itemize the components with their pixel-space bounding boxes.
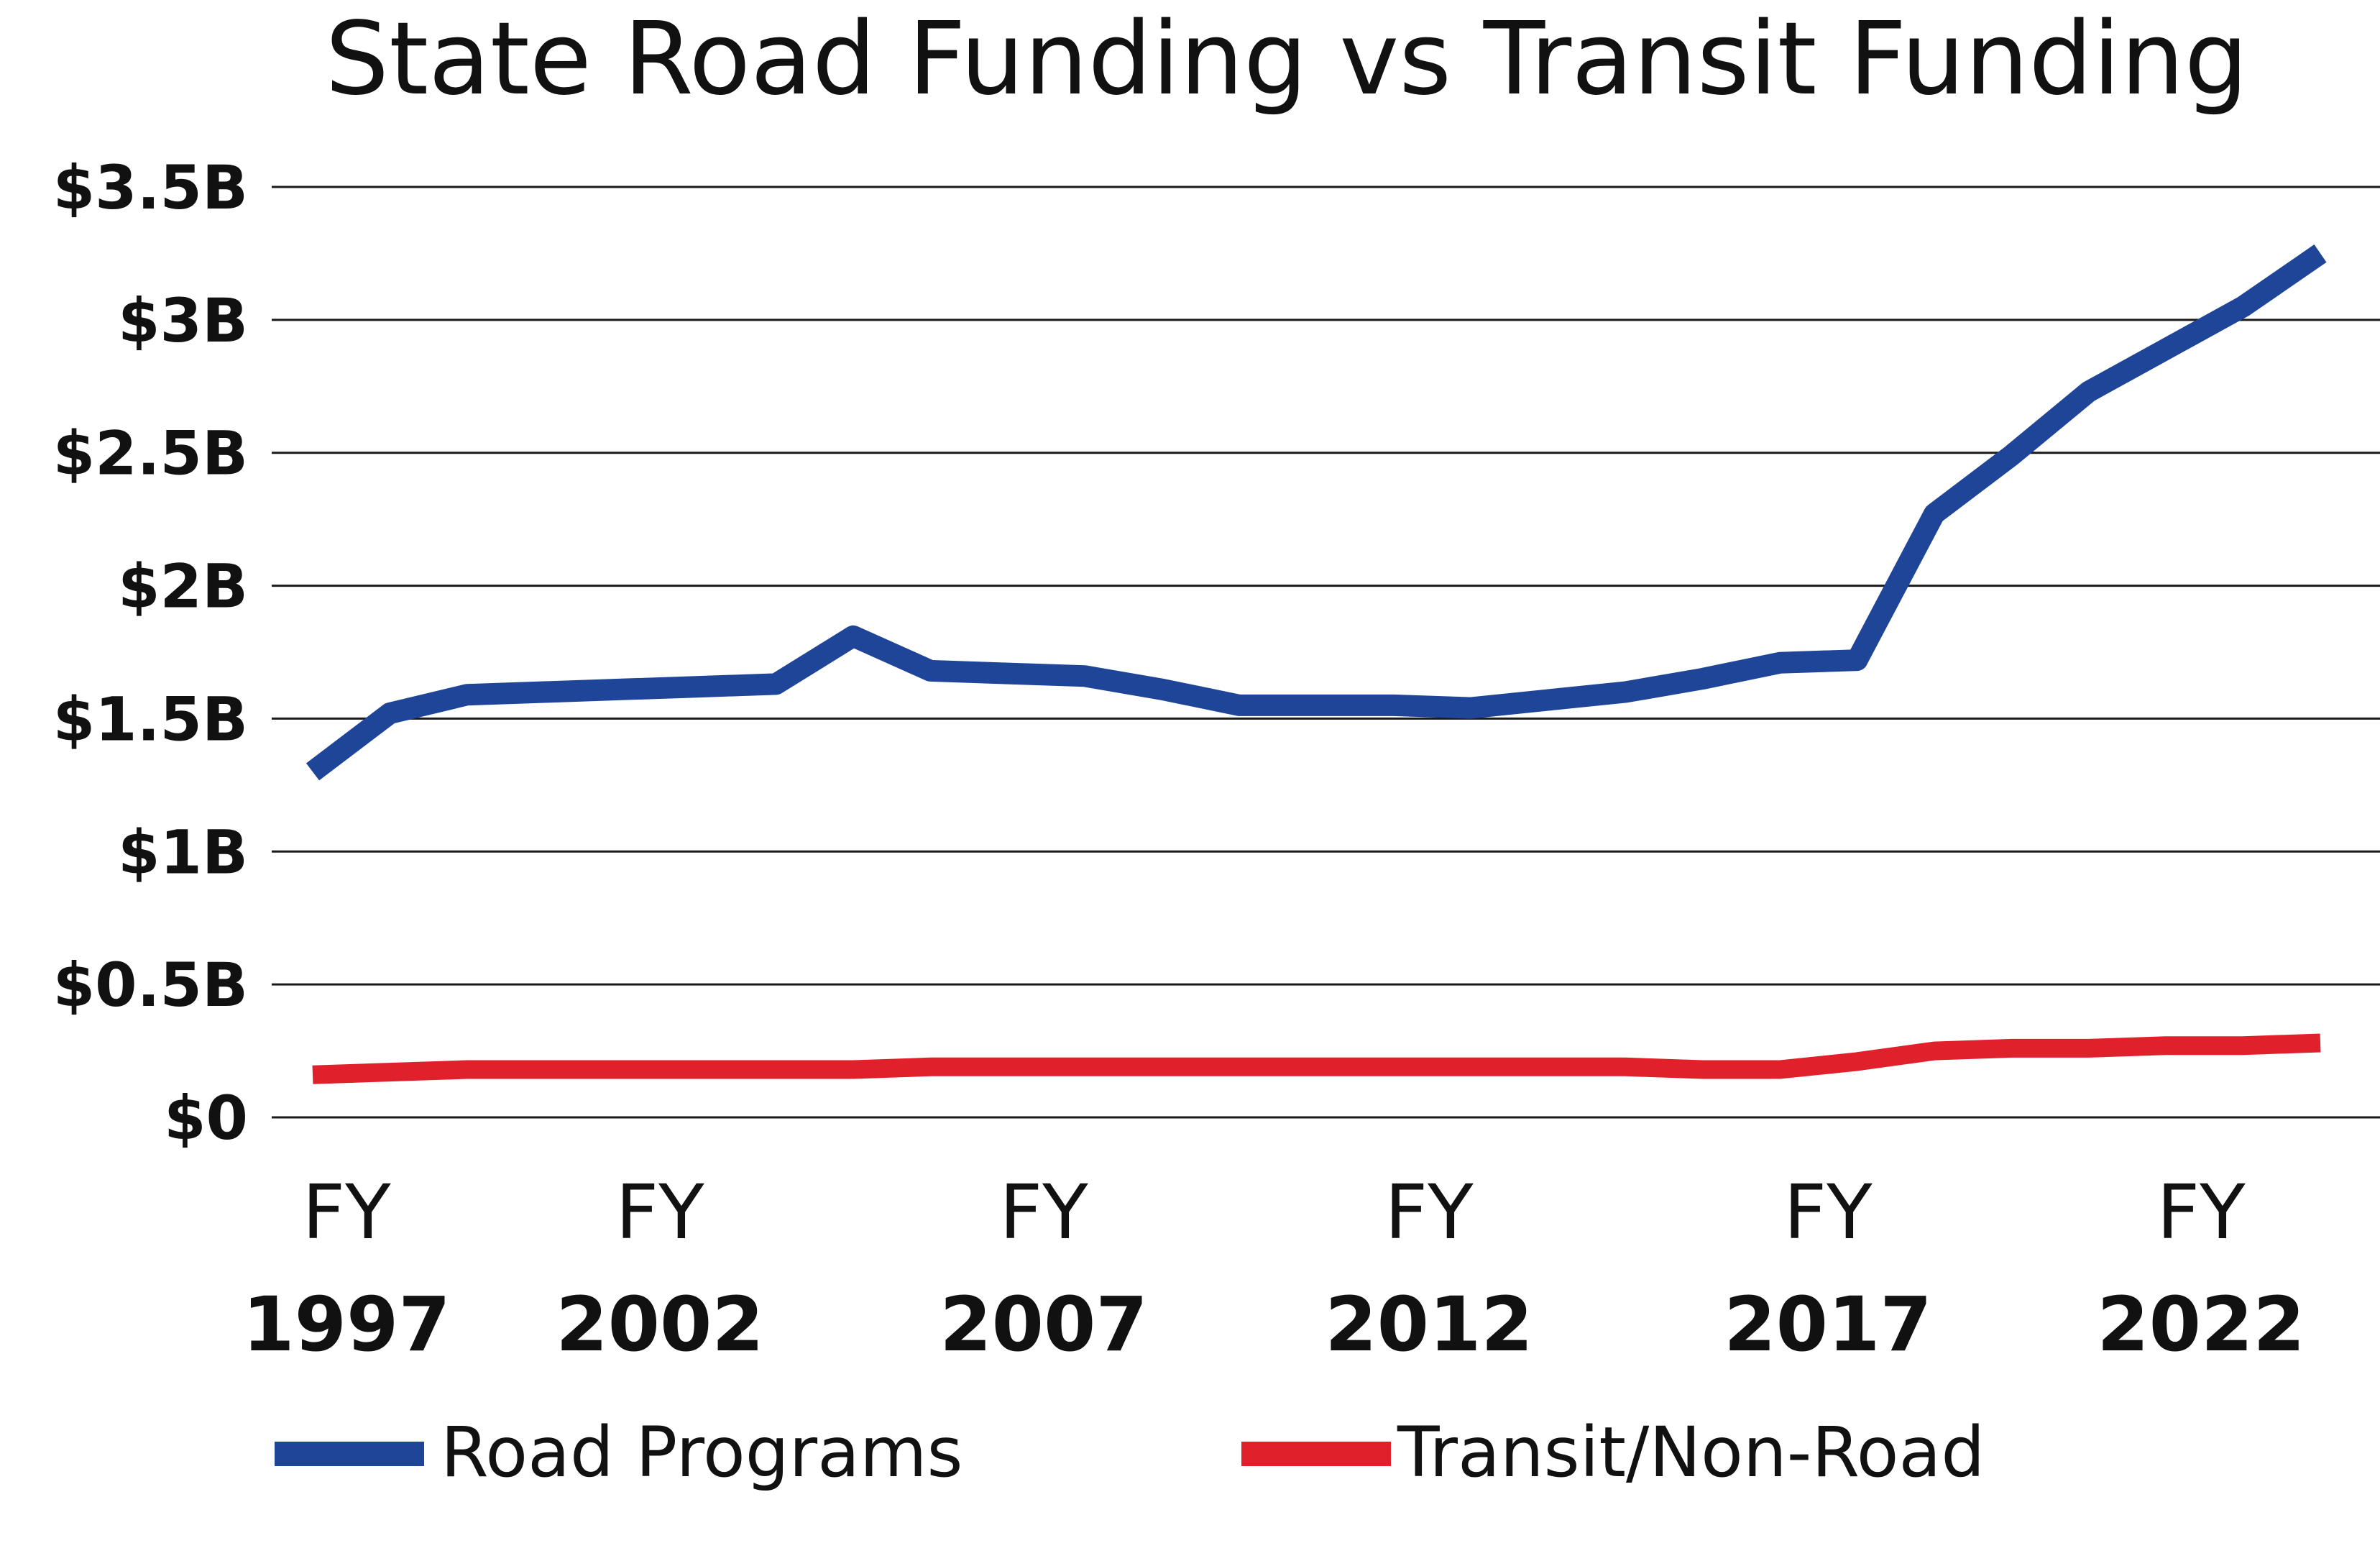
data-point-road-programs: [1934, 513, 1935, 515]
legend-label: Transit/Non-Road: [1397, 1412, 1985, 1493]
data-point-transit-non-road: [1084, 1066, 1085, 1068]
data-point-transit-non-road: [2088, 1048, 2090, 1049]
data-point-transit-non-road: [1934, 1050, 1935, 1052]
x-tick-2002: FY 2002: [556, 1168, 763, 1368]
x-tick-label-prefix: FY: [2156, 1168, 2246, 1256]
x-tick-2007: FY 2007: [939, 1168, 1147, 1368]
data-point-transit-non-road: [467, 1068, 468, 1070]
data-point-transit-non-road: [1239, 1066, 1240, 1068]
data-point-road-programs: [1239, 705, 1240, 706]
legend-label: Road Programs: [441, 1412, 962, 1493]
data-point-transit-non-road: [1702, 1068, 1704, 1070]
x-tick-label-year: 2022: [2097, 1281, 2305, 1368]
data-point-road-programs: [312, 771, 313, 772]
data-point-road-programs: [1393, 705, 1395, 706]
data-point-road-programs: [389, 713, 390, 714]
legend-swatch: [275, 1442, 424, 1466]
y-tick-label: $3.5B: [53, 152, 248, 223]
data-point-road-programs: [1007, 673, 1008, 674]
x-tick-1997: FY 1997: [242, 1168, 450, 1368]
data-point-road-programs: [853, 636, 854, 637]
data-point-transit-non-road: [853, 1068, 854, 1070]
legend-swatch: [1241, 1442, 1391, 1466]
data-point-road-programs: [1702, 678, 1704, 679]
data-point-road-programs: [698, 686, 699, 687]
x-tick-2012: FY 2012: [1325, 1168, 1533, 1368]
data-point-transit-non-road: [1162, 1066, 1163, 1068]
data-point-transit-non-road: [2243, 1045, 2244, 1046]
data-point-road-programs: [1779, 662, 1781, 664]
x-tick-2017: FY 2017: [1724, 1168, 1931, 1368]
data-point-road-programs: [1470, 708, 1471, 709]
data-point-road-programs: [1316, 705, 1318, 706]
x-tick-label-year: 2017: [1724, 1281, 1931, 1368]
data-point-transit-non-road: [621, 1068, 622, 1070]
data-point-transit-non-road: [929, 1066, 931, 1068]
data-point-transit-non-road: [1393, 1066, 1395, 1068]
x-tick-label-year: 1997: [242, 1281, 450, 1368]
y-tick-label: $1B: [118, 817, 248, 887]
chart-title: State Road Funding vs Transit Funding: [325, 1, 2248, 118]
data-point-road-programs: [2088, 391, 2090, 393]
data-point-transit-non-road: [1625, 1066, 1626, 1068]
data-point-road-programs: [1856, 659, 1857, 661]
data-point-transit-non-road: [1856, 1061, 1857, 1062]
x-tick-label-prefix: FY: [1783, 1168, 1873, 1256]
data-point-transit-non-road: [1470, 1066, 1471, 1068]
x-axis-ticks: FY 1997 FY 2002 FY 2007 FY 2012 FY 2017 FY 2022: [242, 1168, 2305, 1368]
legend-item-road-programs: Road Programs: [275, 1412, 962, 1493]
data-point-transit-non-road: [2320, 1042, 2321, 1043]
data-point-transit-non-road: [2011, 1048, 2012, 1049]
x-tick-label-prefix: FY: [999, 1168, 1088, 1256]
data-point-road-programs: [2011, 454, 2012, 456]
x-tick-label-year: 2012: [1325, 1281, 1533, 1368]
y-tick-label: $1.5B: [53, 684, 248, 754]
data-point-transit-non-road: [1779, 1068, 1781, 1070]
y-tick-label: $3B: [118, 285, 248, 356]
data-point-transit-non-road: [312, 1074, 313, 1076]
y-axis-ticks: $0 $0.5B $1B $1.5B $2B $2.5B $3B $3.5B: [53, 152, 248, 1153]
legend-item-transit-non-road: Transit/Non-Road: [1241, 1412, 1985, 1493]
x-tick-2022: FY 2022: [2097, 1168, 2305, 1368]
data-point-road-programs: [1548, 700, 1549, 701]
data-point-transit-non-road: [776, 1068, 777, 1070]
grid-layer: [272, 186, 2380, 1119]
data-point-road-programs: [2165, 349, 2167, 350]
y-tick-label: $2B: [118, 551, 248, 622]
y-tick-label: $0: [164, 1083, 248, 1153]
data-point-road-programs: [776, 683, 777, 685]
y-tick-label: $2.5B: [53, 418, 248, 489]
data-point-road-programs: [1625, 691, 1626, 692]
data-point-road-programs: [1084, 675, 1085, 677]
data-point-transit-non-road: [698, 1068, 699, 1070]
x-tick-label-prefix: FY: [302, 1168, 391, 1256]
data-point-road-programs: [929, 670, 931, 672]
data-point-road-programs: [467, 694, 468, 695]
y-tick-label: $0.5B: [53, 950, 248, 1020]
x-tick-label-prefix: FY: [1384, 1168, 1474, 1256]
data-point-road-programs: [2243, 306, 2244, 307]
data-point-transit-non-road: [389, 1071, 390, 1073]
data-point-transit-non-road: [2165, 1045, 2167, 1046]
data-point-road-programs: [1162, 689, 1163, 690]
data-point-transit-non-road: [543, 1068, 545, 1070]
x-tick-label-year: 2002: [556, 1281, 763, 1368]
x-tick-label-year: 2007: [939, 1281, 1147, 1368]
data-point-transit-non-road: [1316, 1066, 1318, 1068]
data-point-road-programs: [2320, 252, 2321, 254]
data-point-transit-non-road: [1548, 1066, 1549, 1068]
x-tick-label-prefix: FY: [615, 1168, 704, 1256]
data-point-road-programs: [621, 689, 622, 690]
series-layer: [305, 244, 2327, 1084]
series-line-transit-non-road: [312, 1033, 2321, 1084]
legend: Road Programs Transit/Non-Road: [275, 1412, 1985, 1493]
data-point-transit-non-road: [1007, 1066, 1008, 1068]
series-line-road-programs: [305, 244, 2327, 781]
data-point-road-programs: [543, 691, 545, 692]
